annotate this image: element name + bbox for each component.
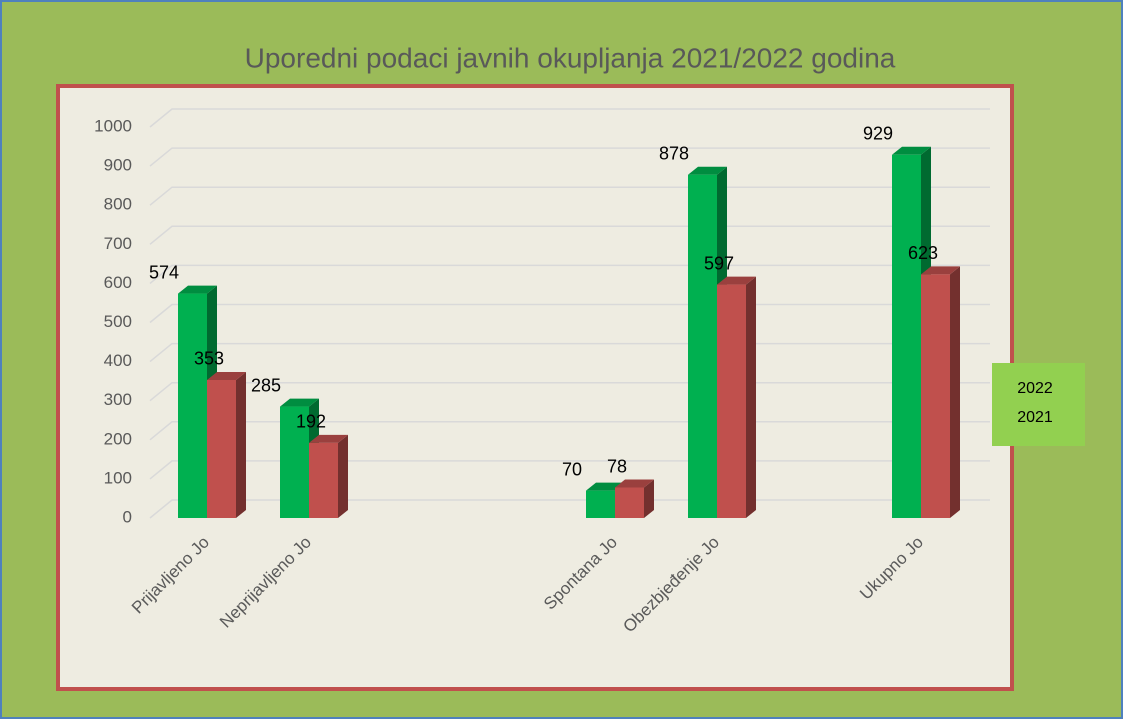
- bar: [207, 379, 236, 518]
- bar-top: [688, 166, 727, 175]
- legend-box: [992, 363, 1085, 446]
- bar: [280, 406, 309, 518]
- bar: [586, 490, 615, 518]
- bar: [615, 487, 644, 518]
- data-label: 353: [194, 349, 224, 369]
- bar-side: [236, 371, 246, 518]
- bar-top: [892, 146, 931, 155]
- y-tick-label: 500: [104, 312, 132, 331]
- y-tick-label: 400: [104, 351, 132, 370]
- bar: [717, 284, 746, 518]
- bar-side: [338, 434, 348, 518]
- bar-top: [207, 371, 246, 380]
- data-label: 574: [149, 262, 179, 282]
- chart-title: Uporedni podaci javnih okupljanja 2021/2…: [245, 42, 896, 73]
- bar-side: [950, 266, 960, 518]
- data-label: 623: [908, 243, 938, 263]
- bar-side: [644, 479, 654, 518]
- data-label: 597: [704, 253, 734, 273]
- bar: [309, 442, 338, 518]
- y-tick-label: 0: [123, 507, 132, 526]
- y-tick-label: 200: [104, 429, 132, 448]
- bar-top: [615, 479, 654, 488]
- y-tick-label: 300: [104, 390, 132, 409]
- y-tick-label: 700: [104, 234, 132, 253]
- y-tick-label: 800: [104, 195, 132, 214]
- y-tick-label: 100: [104, 468, 132, 487]
- bar: [688, 174, 717, 518]
- bar: [892, 154, 921, 519]
- bar-top: [309, 434, 348, 443]
- bar-top: [280, 398, 319, 407]
- legend-label: 2022: [1017, 380, 1053, 397]
- data-label: 192: [296, 412, 326, 432]
- bar-top: [178, 285, 217, 294]
- data-label: 70: [562, 459, 582, 479]
- data-label: 878: [659, 143, 689, 163]
- data-label: 285: [251, 375, 281, 395]
- grid-line: [149, 108, 990, 128]
- y-tick-label: 900: [104, 156, 132, 175]
- legend-label: 2021: [1017, 409, 1053, 426]
- grid-line: [149, 147, 990, 167]
- y-tick-label: 1000: [94, 116, 132, 135]
- bar-top: [921, 266, 960, 275]
- bar-top: [717, 276, 756, 285]
- data-label: 929: [863, 124, 893, 144]
- bar: [178, 293, 207, 518]
- bar: [921, 274, 950, 518]
- data-label: 78: [607, 456, 627, 476]
- y-tick-label: 600: [104, 273, 132, 292]
- bar-side: [746, 276, 756, 518]
